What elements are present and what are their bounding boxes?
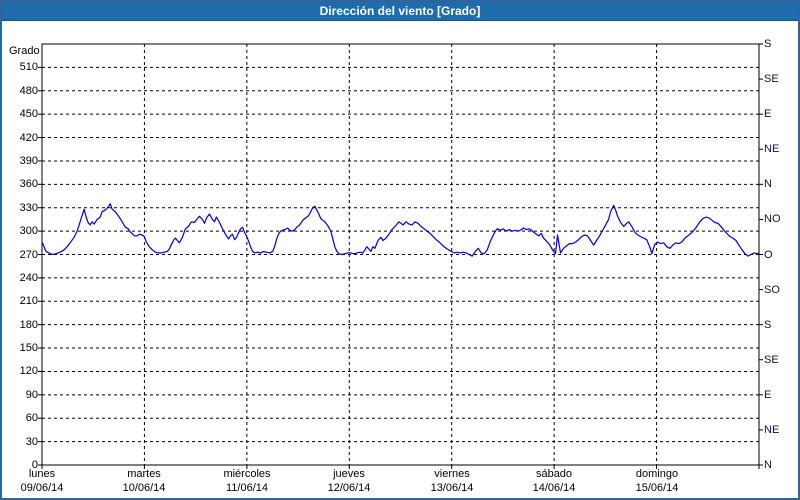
compass-tick-label: NE [764, 143, 780, 155]
y-axis-tick-label: 60 [25, 412, 38, 424]
compass-tick-label: N [764, 459, 772, 471]
day-date-label: 10/06/14 [122, 482, 166, 494]
wind-direction-series [41, 203, 760, 257]
compass-tick-label: SO [764, 284, 780, 296]
y-axis-tick-label: 180 [19, 319, 38, 331]
y-axis-tick-label: 0 [31, 459, 38, 471]
compass-tick-label: S [764, 38, 772, 50]
y-axis-tick-label: 270 [19, 249, 38, 261]
day-name-label: miércoles [223, 468, 271, 480]
y-axis-tick-label: 510 [19, 61, 38, 73]
y-axis-tick-label: 240 [19, 272, 38, 284]
day-name-label: domingo [635, 468, 679, 480]
plot-border [41, 43, 760, 466]
y-axis-tick-label: 150 [19, 342, 38, 354]
y-axis-tick-label: 300 [19, 225, 38, 237]
compass-tick-label: NO [764, 213, 781, 225]
y-axis-tick-label: 210 [19, 295, 38, 307]
y-axis-tick-label: 330 [19, 202, 38, 214]
y-axis-tick-label: 120 [19, 365, 38, 377]
compass-tick-label: NE [764, 424, 780, 436]
day-date-label: 14/06/14 [532, 482, 576, 494]
compass-tick-label: S [764, 319, 772, 331]
day-name-label: martes [127, 468, 161, 480]
day-name-label: jueves [333, 468, 365, 480]
compass-tick-label: E [764, 389, 772, 401]
y-axis-tick-label: 360 [19, 178, 38, 190]
day-date-label: 15/06/14 [635, 482, 679, 494]
day-date-label: 09/06/14 [20, 482, 64, 494]
compass-tick-label: N [764, 178, 772, 190]
compass-tick-label: E [764, 108, 772, 120]
y-axis-tick-label: 480 [19, 85, 38, 97]
day-name-label: viernes [434, 468, 470, 480]
y-axis-tick-label: 420 [19, 132, 38, 144]
y-axis-unit-label: Grado [9, 45, 40, 57]
day-date-label: 12/06/14 [327, 482, 371, 494]
y-axis-tick-label: 450 [19, 108, 38, 120]
window-titlebar: Dirección del viento [Grado] [2, 2, 798, 21]
day-date-label: 13/06/14 [430, 482, 474, 494]
y-axis-tick-label: 30 [25, 436, 38, 448]
day-date-label: 11/06/14 [225, 482, 268, 494]
y-axis-tick-label: 90 [25, 389, 38, 401]
day-name-label: lunes [28, 468, 56, 480]
y-axis-tick-label: 390 [19, 155, 38, 167]
compass-tick-label: O [764, 249, 773, 261]
chart-title: Dirección del viento [Grado] [319, 4, 481, 18]
compass-tick-label: SE [764, 73, 779, 85]
day-name-label: sábado [535, 468, 573, 480]
compass-tick-label: SE [764, 354, 779, 366]
